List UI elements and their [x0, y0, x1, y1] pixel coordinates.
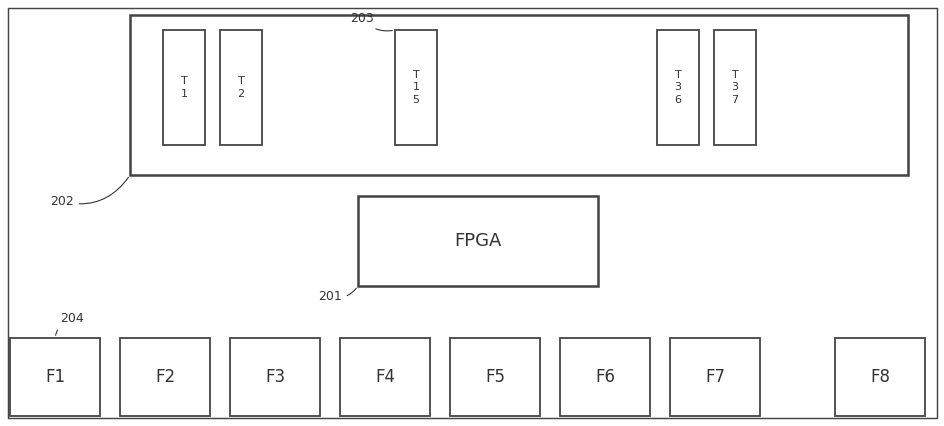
Text: FPGA: FPGA [454, 232, 501, 250]
Bar [669, 338, 759, 416]
Bar [449, 338, 539, 416]
Bar [162, 30, 205, 145]
Text: 201: 201 [318, 288, 356, 303]
Bar [656, 30, 699, 145]
Bar [395, 30, 436, 145]
Bar [130, 15, 907, 175]
Bar [229, 338, 320, 416]
Bar [120, 338, 210, 416]
Text: T
1
5: T 1 5 [413, 70, 419, 105]
Bar [714, 30, 755, 145]
Text: T
1: T 1 [180, 76, 187, 99]
Text: 204: 204 [56, 312, 84, 335]
Text: F7: F7 [704, 368, 724, 386]
Text: F3: F3 [264, 368, 285, 386]
Bar [358, 196, 598, 286]
Text: F5: F5 [484, 368, 504, 386]
Bar [220, 30, 261, 145]
Text: F2: F2 [155, 368, 175, 386]
Bar [10, 338, 100, 416]
Bar [340, 338, 430, 416]
Text: F1: F1 [45, 368, 65, 386]
Text: F4: F4 [375, 368, 395, 386]
Text: 203: 203 [349, 12, 392, 31]
Bar [560, 338, 649, 416]
Bar [834, 338, 924, 416]
Text: T
2: T 2 [237, 76, 244, 99]
Text: 202: 202 [50, 177, 128, 208]
Text: F8: F8 [869, 368, 889, 386]
Text: F6: F6 [595, 368, 615, 386]
Text: T
3
6: T 3 6 [674, 70, 681, 105]
Text: T
3
7: T 3 7 [731, 70, 738, 105]
